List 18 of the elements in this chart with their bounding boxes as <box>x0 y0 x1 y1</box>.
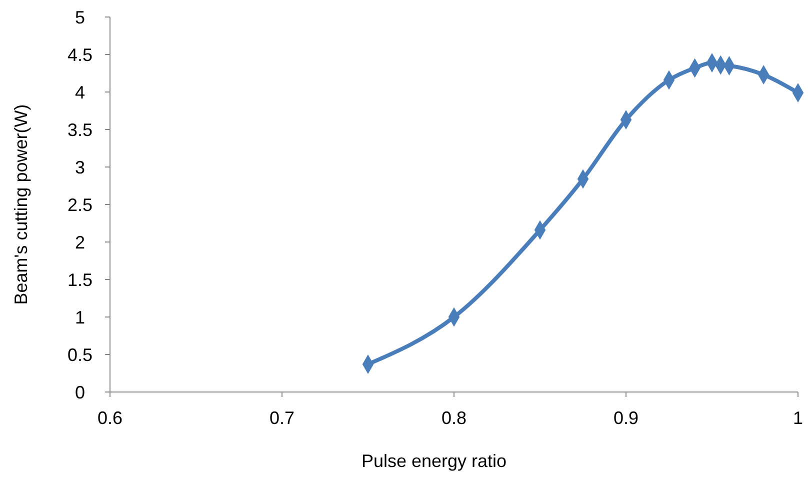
y-axis-title: Beam's cutting power(W) <box>11 104 31 305</box>
y-tick-label: 3 <box>74 157 86 178</box>
y-tick-label: 0.5 <box>67 344 93 365</box>
x-tick-label: 0.7 <box>269 408 295 428</box>
y-tick-label: 2.5 <box>67 194 93 215</box>
x-tick-label: 1 <box>792 408 804 428</box>
x-tick-label: 0.9 <box>613 408 639 428</box>
y-tick-label: 3.5 <box>67 120 93 140</box>
x-tick-label: 0.6 <box>97 408 123 428</box>
y-tick-label: 1.5 <box>67 270 93 290</box>
y-tick-label: 1 <box>74 307 86 328</box>
y-tick-label: 2 <box>74 232 86 252</box>
x-tick-label: 0.8 <box>441 408 467 428</box>
y-tick-label: 4 <box>74 82 86 102</box>
y-tick-label: 5 <box>74 7 86 28</box>
y-tick-label: 4.5 <box>67 44 93 65</box>
y-tick-label: 0 <box>74 382 86 402</box>
x-axis-title: Pulse energy ratio <box>361 451 507 471</box>
